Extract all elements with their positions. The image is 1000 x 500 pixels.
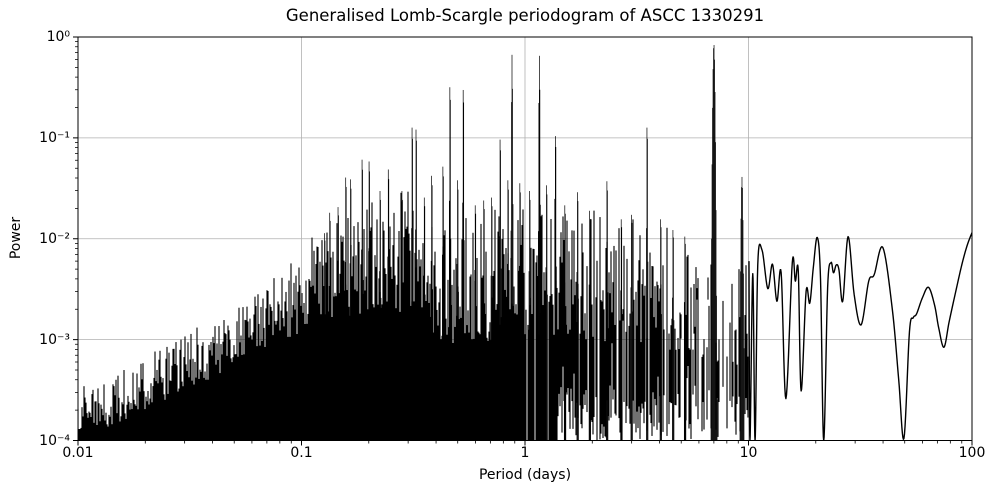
y-tick-label-1e-1: 10⁻¹ <box>39 130 70 146</box>
x-tick-label-1: 1 <box>520 445 530 461</box>
chart-title: Generalised Lomb-Scargle periodogram of … <box>285 6 765 25</box>
y-tick-label-1e-2: 10⁻² <box>39 231 70 247</box>
x-tick-label-0p1: 0.1 <box>290 445 313 461</box>
x-tick-label-100: 100 <box>958 445 986 461</box>
x-axis-label: Period (days) <box>478 467 572 483</box>
x-tick-label-0p01: 0.01 <box>62 445 94 461</box>
y-tick-label-1e-3: 10⁻³ <box>39 332 70 348</box>
y-tick-label-1e-4: 10⁻⁴ <box>39 433 70 449</box>
x-tick-label-10: 10 <box>739 445 758 461</box>
y-tick-label-1e0: 10⁰ <box>46 29 70 45</box>
